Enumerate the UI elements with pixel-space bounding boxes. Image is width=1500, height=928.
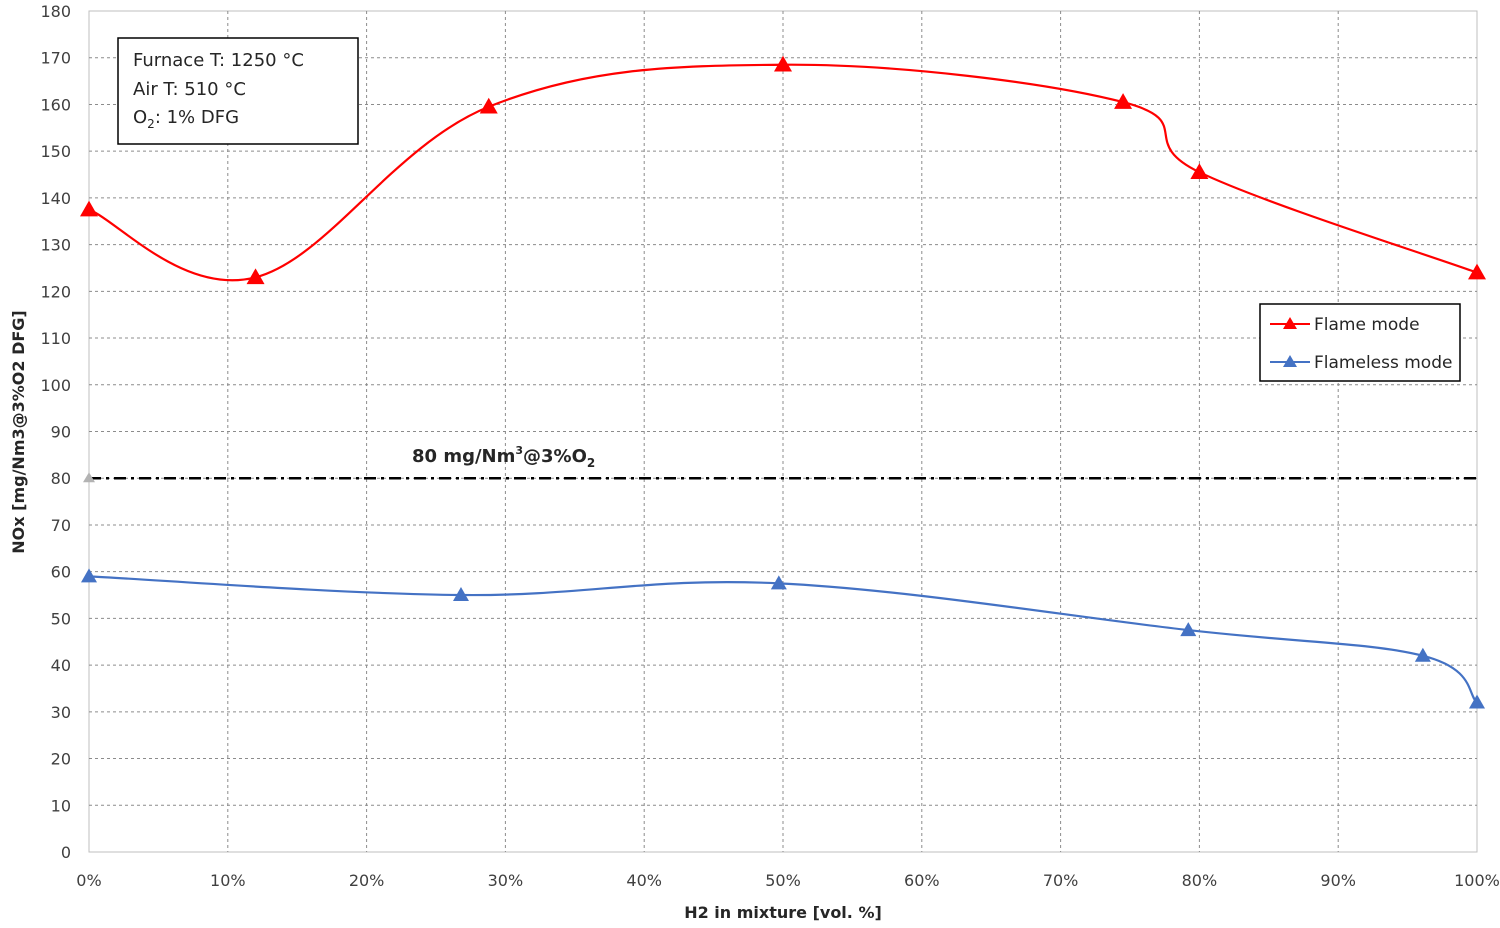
data-point-marker bbox=[1469, 694, 1485, 709]
legend-frame bbox=[1259, 303, 1461, 382]
legend-flameless-label: Flameless mode bbox=[1314, 353, 1452, 373]
y-tick-label: 100 bbox=[40, 376, 71, 395]
conditions-box: Furnace T: 1250 °C Air T: 510 °C O2: 1% … bbox=[117, 37, 359, 145]
y-tick-label: 110 bbox=[40, 329, 71, 348]
data-point-marker bbox=[81, 568, 97, 583]
legend-item-flameless: Flameless mode bbox=[1270, 353, 1452, 373]
threshold-marker bbox=[83, 472, 95, 483]
data-point-marker bbox=[1180, 622, 1197, 637]
conditions-oxygen-sub: 2 bbox=[147, 117, 155, 131]
y-tick-label: 60 bbox=[51, 563, 71, 582]
data-point-marker bbox=[452, 587, 469, 602]
series-flameless-mode bbox=[81, 568, 1485, 709]
data-point-marker bbox=[479, 97, 498, 114]
x-tick-label: 30% bbox=[488, 871, 524, 890]
data-point-marker bbox=[1414, 647, 1431, 662]
threshold-line-group bbox=[83, 472, 1477, 483]
data-point-marker bbox=[774, 55, 792, 72]
threshold-label-main: 80 mg/Nm bbox=[412, 446, 515, 467]
y-tick-label: 130 bbox=[40, 236, 71, 255]
conditions-oxygen: O2: 1% DFG bbox=[133, 107, 239, 131]
y-tick-label: 90 bbox=[51, 423, 71, 442]
x-tick-label: 100% bbox=[1454, 871, 1500, 890]
legend: Flame mode Flameless mode bbox=[1259, 303, 1461, 382]
y-tick-label: 170 bbox=[40, 49, 71, 68]
x-tick-label: 0% bbox=[76, 871, 101, 890]
y-tick-label: 0 bbox=[61, 843, 71, 862]
y-tick-label: 30 bbox=[51, 703, 71, 722]
x-tick-label: 20% bbox=[349, 871, 385, 890]
y-tick-label: 140 bbox=[40, 189, 71, 208]
conditions-oxygen-prefix: O bbox=[133, 107, 147, 128]
x-tick-label: 70% bbox=[1043, 871, 1079, 890]
x-tick-label: 90% bbox=[1320, 871, 1356, 890]
data-point-marker bbox=[770, 575, 787, 590]
legend-flame-label: Flame mode bbox=[1314, 315, 1420, 335]
conditions-oxygen-suffix: : 1% DFG bbox=[155, 107, 239, 128]
data-point-marker bbox=[1114, 93, 1133, 109]
series-flame-mode bbox=[80, 55, 1486, 285]
data-point-marker bbox=[246, 268, 265, 285]
threshold-label-sub: 2 bbox=[587, 456, 595, 470]
x-tick-label: 60% bbox=[904, 871, 940, 890]
y-axis-title: NOx [mg/Nm3@3%O2 DFG] bbox=[9, 310, 28, 553]
threshold-label: 80 mg/Nm3@3%O2 bbox=[412, 444, 595, 470]
threshold-label-rest: @3%O bbox=[523, 446, 587, 467]
grid bbox=[88, 10, 1478, 853]
series-line bbox=[88, 575, 1478, 704]
y-tick-label: 70 bbox=[51, 516, 71, 535]
x-tick-label: 10% bbox=[210, 871, 246, 890]
y-tick-label: 180 bbox=[40, 2, 71, 21]
y-tick-label: 150 bbox=[40, 142, 71, 161]
y-tick-label: 50 bbox=[51, 609, 71, 628]
y-tick-label: 80 bbox=[51, 469, 71, 488]
legend-flame-marker bbox=[1283, 317, 1297, 329]
legend-item-flame: Flame mode bbox=[1270, 315, 1420, 335]
y-tick-label: 160 bbox=[40, 95, 71, 114]
conditions-box-frame bbox=[117, 37, 359, 145]
x-tick-label: 80% bbox=[1182, 871, 1218, 890]
y-tick-label: 120 bbox=[40, 282, 71, 301]
data-point-marker bbox=[80, 200, 98, 217]
x-axis-title: H2 in mixture [vol. %] bbox=[684, 903, 882, 922]
series-group bbox=[80, 55, 1486, 709]
legend-flameless-marker bbox=[1283, 355, 1297, 367]
conditions-air-temp: Air T: 510 °C bbox=[133, 79, 246, 100]
y-tick-label: 10 bbox=[51, 796, 71, 815]
tick-labels: 0 10 20 30 40 50 60 70 80 90 100 110 120 130 140 150 160… bbox=[40, 2, 1499, 890]
data-point-marker bbox=[1468, 263, 1486, 280]
y-tick-label: 40 bbox=[51, 656, 71, 675]
data-point-marker bbox=[1190, 163, 1209, 179]
x-tick-label: 50% bbox=[765, 871, 801, 890]
x-tick-label: 40% bbox=[626, 871, 662, 890]
threshold-label-sup: 3 bbox=[515, 444, 523, 457]
y-tick-label: 20 bbox=[51, 750, 71, 769]
conditions-furnace-temp: Furnace T: 1250 °C bbox=[133, 50, 304, 71]
